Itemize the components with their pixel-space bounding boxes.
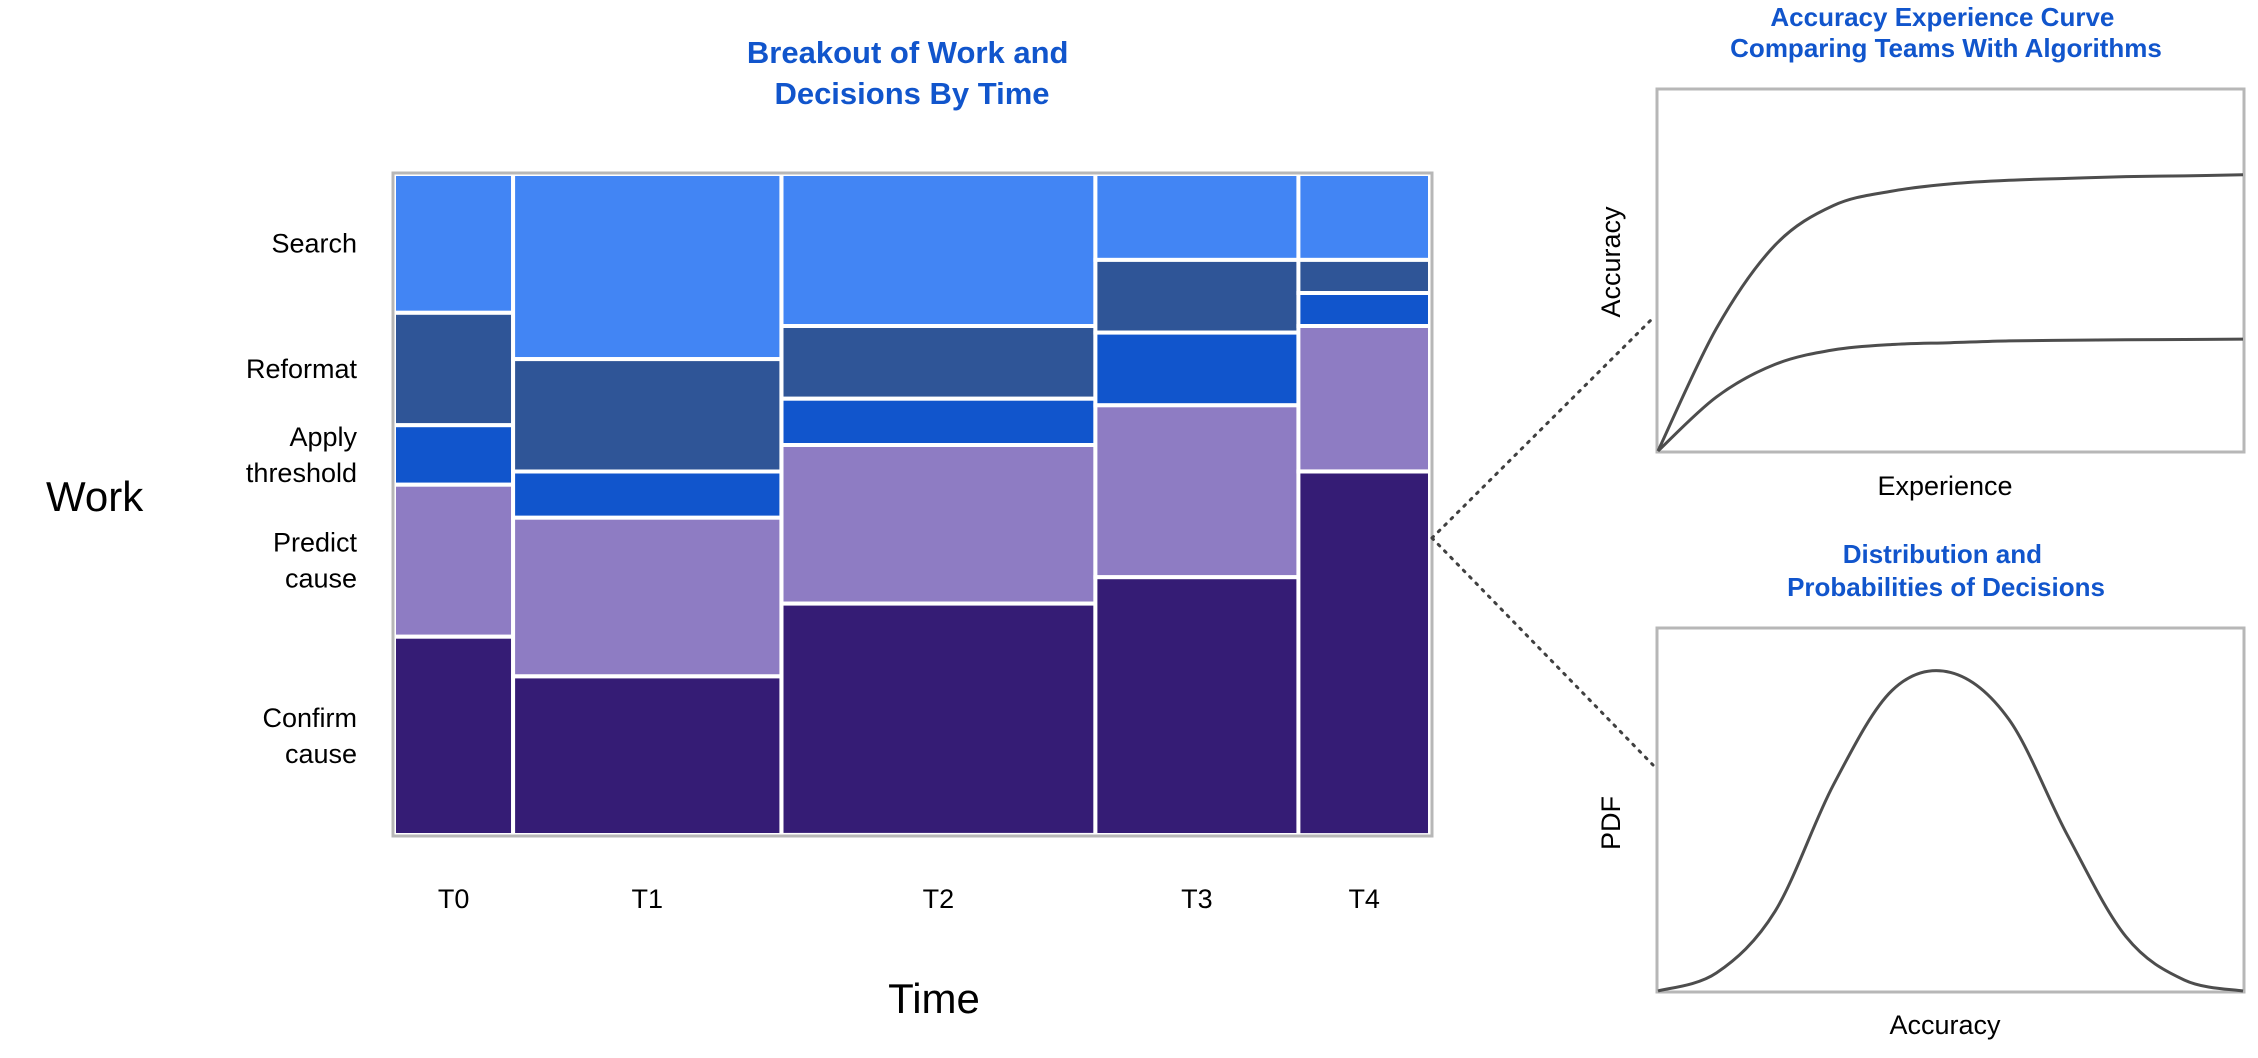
mosaic-row-label-confirm-cause: Confirm cause [262, 703, 357, 769]
mosaic-cell-t3-search [1093, 172, 1301, 262]
mosaic-column-label-t2: T2 [923, 884, 955, 914]
mosaic-cell-t2-confirm-cause [779, 601, 1098, 837]
mosaic-row-label-search: Search [271, 228, 357, 258]
mosaic-cell-t3-predict-cause [1093, 403, 1301, 580]
mosaic-row-labels: Search Reformat Apply threshold Predict cause… [246, 228, 358, 769]
zoom-connector-top [1430, 316, 1655, 540]
mosaic-row-label-reformat: Reformat [246, 354, 358, 384]
mosaic-plot-area [392, 172, 1433, 838]
mosaic-cell-t1-apply-threshold [511, 469, 784, 520]
experience-curve-title-line-1: Accuracy Experience Curve [1770, 2, 2114, 32]
experience-curve-lines [1656, 173, 2244, 453]
zoom-connector-bottom [1430, 536, 1655, 767]
mosaic-x-axis-label: Time [888, 975, 980, 1022]
distribution-x-label: Accuracy [1889, 1010, 2001, 1040]
mosaic-frame [391, 171, 1434, 838]
mosaic-cell-t3-apply-threshold [1093, 330, 1301, 408]
mosaic-cell-t0-reformat [392, 310, 516, 428]
mosaic-cell-t4-search [1296, 172, 1433, 262]
experience-curve-y-label: Accuracy [1596, 206, 1626, 318]
distribution-title-line-2: Probabilities of Decisions [1787, 572, 2105, 602]
experience-curve-title: Accuracy Experience Curve Comparing Team… [1730, 2, 2162, 63]
distribution-title-line-1: Distribution and [1843, 539, 2042, 569]
mosaic-column-label-t4: T4 [1348, 884, 1380, 914]
experience-curve-title-line-2: Comparing Teams With Algorithms [1730, 33, 2162, 63]
mosaic-cell-t1-confirm-cause [511, 674, 784, 838]
mosaic-row-label-predict-cause: Predict cause [273, 528, 358, 594]
mosaic-cell-t2-apply-threshold [779, 396, 1098, 448]
mosaic-title-line-2: Decisions By Time [774, 76, 1049, 111]
mosaic-cell-t1-predict-cause [511, 515, 784, 679]
mosaic-title-line-1: Breakout of Work and [747, 35, 1069, 70]
experience-curve-x-label: Experience [1877, 471, 2012, 501]
experience-curve-series-2 [1656, 337, 2244, 453]
mosaic-cell-t3-reformat [1093, 257, 1301, 335]
mosaic-cell-t1-reformat [511, 357, 784, 474]
distribution-title: Distribution and Probabilities of Decisi… [1787, 539, 2105, 602]
mosaic-cell-t0-apply-threshold [392, 423, 516, 487]
mosaic-column-label-t1: T1 [632, 884, 664, 914]
distribution-frame [1655, 626, 2246, 994]
mosaic-cell-t0-search [392, 172, 516, 315]
mosaic-cell-t4-confirm-cause [1296, 469, 1433, 838]
mosaic-cell-t3-confirm-cause [1093, 575, 1301, 837]
mosaic-cell-t2-reformat [779, 324, 1098, 401]
mosaic-cell-t2-predict-cause [779, 443, 1098, 606]
mosaic-cell-t1-search [511, 172, 784, 362]
mosaic-row-label-apply-threshold: Apply threshold [246, 422, 358, 488]
distribution-y-label: PDF [1596, 796, 1626, 850]
mosaic-chart: Breakout of Work and Decisions By Time W… [46, 35, 1434, 1022]
experience-curve-frame [1655, 87, 2246, 454]
mosaic-cell-t0-predict-cause [392, 482, 516, 639]
mosaic-column-label-t0: T0 [438, 884, 470, 914]
mosaic-column-labels: T0 T1 T2 T3 T4 [438, 884, 1380, 914]
experience-curve-chart: Accuracy Experience Curve Comparing Team… [1596, 2, 2246, 501]
mosaic-cell-t2-search [779, 172, 1098, 328]
mosaic-cell-t4-reformat [1296, 257, 1433, 295]
distribution-lines [1657, 669, 2244, 993]
mosaic-title: Breakout of Work and Decisions By Time [747, 35, 1077, 111]
distribution-series-1 [1657, 669, 2244, 993]
mosaic-cell-t4-predict-cause [1296, 324, 1433, 474]
mosaic-column-label-t3: T3 [1181, 884, 1213, 914]
experience-curve-series-1 [1656, 173, 2244, 452]
mosaic-cell-t4-apply-threshold [1296, 291, 1433, 329]
mosaic-y-axis-label: Work [46, 473, 144, 520]
mosaic-cell-t0-confirm-cause [392, 634, 516, 838]
distribution-chart: Distribution and Probabilities of Decisi… [1596, 539, 2246, 1040]
